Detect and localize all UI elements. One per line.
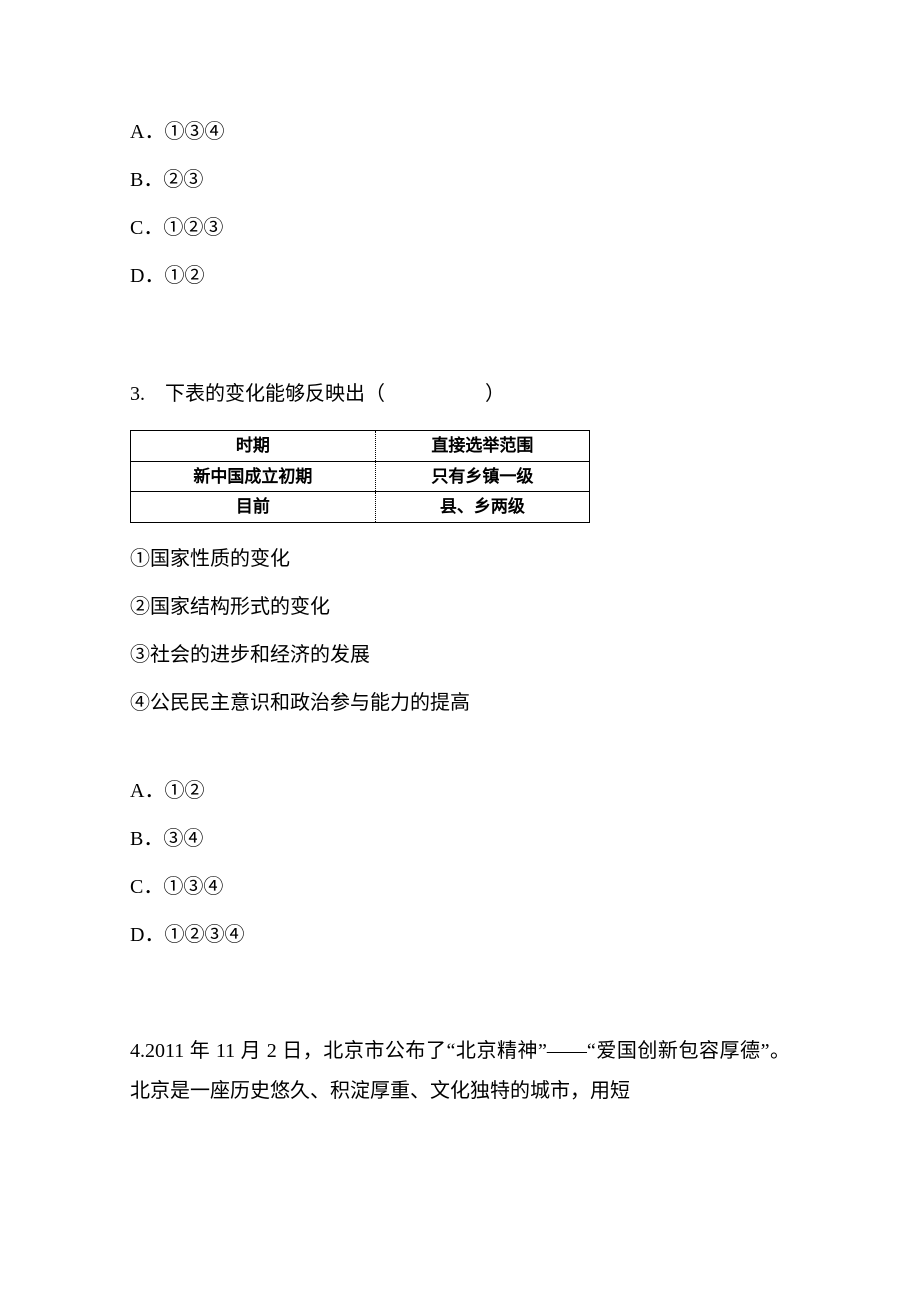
table-header-cell: 直接选举范围 <box>375 431 589 462</box>
table-row: 新中国成立初期 只有乡镇一级 <box>131 461 590 492</box>
q3-statement-2: ②国家结构形式的变化 <box>130 585 790 629</box>
q3-table: 时期 直接选举范围 新中国成立初期 只有乡镇一级 目前 县、乡两级 <box>130 430 590 523</box>
q3-option-d: D．①②③④ <box>130 913 790 957</box>
table-row: 目前 县、乡两级 <box>131 492 590 523</box>
q3-stem: 3. 下表的变化能够反映出（ ） <box>130 372 790 416</box>
q3-statement-1: ①国家性质的变化 <box>130 537 790 581</box>
table-cell: 县、乡两级 <box>375 492 589 523</box>
q2-option-b: B．②③ <box>130 158 790 202</box>
table-row: 时期 直接选举范围 <box>131 431 590 462</box>
q3-statement-4: ④公民民主意识和政治参与能力的提高 <box>130 681 790 725</box>
spacer <box>130 961 790 1031</box>
q2-option-d: D．①② <box>130 254 790 298</box>
q2-option-c: C．①②③ <box>130 206 790 250</box>
table-header-cell: 时期 <box>131 431 376 462</box>
q2-option-a: A．①③④ <box>130 110 790 154</box>
q3-option-a: A．①② <box>130 769 790 813</box>
spacer <box>130 302 790 372</box>
table-cell: 新中国成立初期 <box>131 461 376 492</box>
table-cell: 目前 <box>131 492 376 523</box>
q3-option-c: C．①③④ <box>130 865 790 909</box>
q3-statement-3: ③社会的进步和经济的发展 <box>130 633 790 677</box>
q4-paragraph: 4.2011 年 11 月 2 日，北京市公布了“北京精神”——“爱国创新包容厚… <box>130 1031 790 1111</box>
document-page: A．①③④ B．②③ C．①②③ D．①② 3. 下表的变化能够反映出（ ） 时… <box>0 0 920 1171</box>
spacer <box>130 729 790 769</box>
q3-option-b: B．③④ <box>130 817 790 861</box>
table-cell: 只有乡镇一级 <box>375 461 589 492</box>
